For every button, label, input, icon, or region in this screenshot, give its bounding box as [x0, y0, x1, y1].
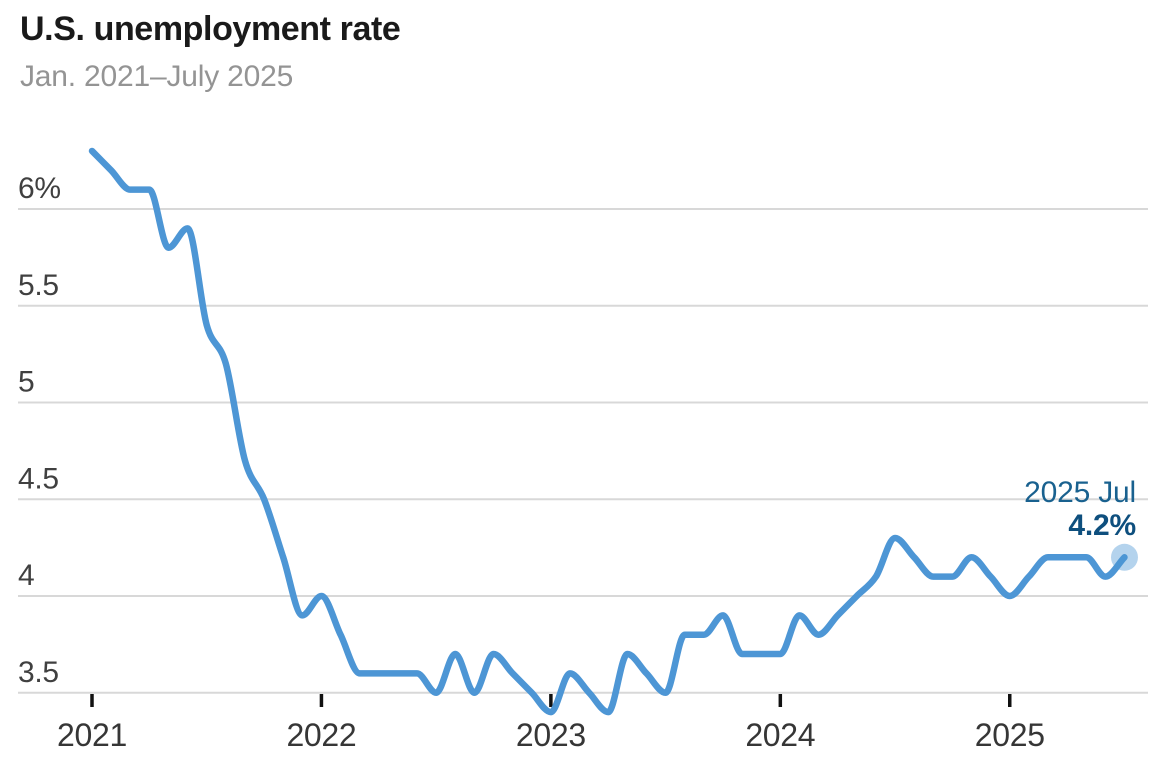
x-axis-label: 2024 [745, 717, 815, 753]
endpoint-marker [1110, 543, 1138, 571]
endpoint-value-label: 4.2% [1068, 509, 1136, 542]
y-axis-labels: 3.5 4 4.5 5 5.5 6% [18, 172, 61, 689]
x-axis-label: 2025 [975, 717, 1045, 753]
x-axis-label: 2023 [516, 717, 586, 753]
y-axis-label: 3.5 [18, 656, 59, 689]
y-axis-label: 4.5 [18, 462, 59, 495]
y-axis-label: 4 [18, 559, 34, 592]
page-title: U.S. unemployment rate [20, 10, 401, 48]
y-axis-label: 6% [18, 172, 61, 205]
x-axis-label: 2021 [57, 717, 127, 753]
x-axis-label: 2022 [286, 717, 356, 753]
y-axis-label: 5 [18, 366, 34, 399]
unemployment-rate-line [88, 147, 1128, 716]
x-axis: 2021 2022 2023 2024 2025 [57, 694, 1045, 753]
endpoint-date-label: 2025 Jul [1024, 476, 1136, 509]
page-subtitle: Jan. 2021–July 2025 [20, 60, 294, 93]
y-axis-label: 5.5 [18, 269, 59, 302]
gridlines [18, 208, 1148, 694]
